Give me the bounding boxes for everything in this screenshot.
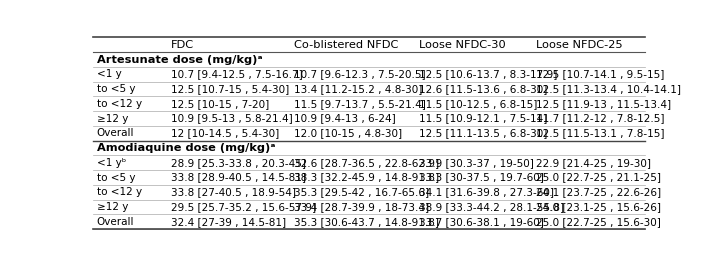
Text: Amodiaquine dose (mg/kg)ᵃ: Amodiaquine dose (mg/kg)ᵃ [96, 143, 275, 153]
Text: 33.7 [30.6-38.1 , 19-60]: 33.7 [30.6-38.1 , 19-60] [419, 217, 544, 227]
Text: to <12 y: to <12 y [96, 187, 142, 197]
Text: 12.5 [11.1-13.5 , 6.8-30]: 12.5 [11.1-13.5 , 6.8-30] [419, 128, 548, 138]
Text: 33.8 [28.9-40.5 , 14.5-81]: 33.8 [28.9-40.5 , 14.5-81] [171, 173, 306, 183]
Text: ≥12 y: ≥12 y [96, 202, 128, 212]
Text: 10.9 [9.5-13 , 5.8-21.4]: 10.9 [9.5-13 , 5.8-21.4] [171, 113, 292, 124]
Text: 34.1 [31.6-39.8 , 27.3-60]: 34.1 [31.6-39.8 , 27.3-60] [419, 187, 554, 197]
Text: ≥12 y: ≥12 y [96, 113, 128, 124]
Text: 33.3 [30-37.5 , 19.7-60]: 33.3 [30-37.5 , 19.7-60] [419, 173, 544, 183]
Text: 11.7 [11.2-12 , 7.8-12.5]: 11.7 [11.2-12 , 7.8-12.5] [536, 113, 665, 124]
Text: Loose NFDC-25: Loose NFDC-25 [536, 40, 623, 50]
Text: 12.5 [11.5-13.1 , 7.8-15]: 12.5 [11.5-13.1 , 7.8-15] [536, 128, 665, 138]
Text: 22.9 [21.4-25 , 19-30]: 22.9 [21.4-25 , 19-30] [536, 158, 652, 168]
Text: 33.8 [27-40.5 , 18.9-54]: 33.8 [27-40.5 , 18.9-54] [171, 187, 296, 197]
Text: to <5 y: to <5 y [96, 84, 135, 94]
Text: 12.6 [11.5-13.6 , 6.8-30]: 12.6 [11.5-13.6 , 6.8-30] [419, 84, 548, 94]
Text: Loose NFDC-30: Loose NFDC-30 [419, 40, 506, 50]
Text: 33.9 [30.3-37 , 19-50]: 33.9 [30.3-37 , 19-50] [419, 158, 534, 168]
Text: 10.9 [9.4-13 , 6-24]: 10.9 [9.4-13 , 6-24] [294, 113, 395, 124]
Text: 24.0 [23.1-25 , 15.6-26]: 24.0 [23.1-25 , 15.6-26] [536, 202, 662, 212]
Text: Overall: Overall [96, 128, 134, 138]
Text: 13.4 [11.2-15.2 , 4.8-30]: 13.4 [11.2-15.2 , 4.8-30] [294, 84, 422, 94]
Text: 12 [10-14.5 , 5.4-30]: 12 [10-14.5 , 5.4-30] [171, 128, 279, 138]
Text: 29.5 [25.7-35.2 , 15.6-57.9]: 29.5 [25.7-35.2 , 15.6-57.9] [171, 202, 316, 212]
Text: 12.5 [11.9-13 , 11.5-13.4]: 12.5 [11.9-13 , 11.5-13.4] [536, 99, 672, 109]
Text: Overall: Overall [96, 217, 134, 227]
Text: 33.4 [28.7-39.9 , 18-73.4]: 33.4 [28.7-39.9 , 18-73.4] [294, 202, 429, 212]
Text: FDC: FDC [171, 40, 194, 50]
Text: 11.5 [10.9-12.1 , 7.5-14]: 11.5 [10.9-12.1 , 7.5-14] [419, 113, 548, 124]
Text: 12.5 [10.7-14.1 , 9.5-15]: 12.5 [10.7-14.1 , 9.5-15] [536, 69, 665, 79]
Text: 35.3 [30.6-43.7 , 14.8-91.8]: 35.3 [30.6-43.7 , 14.8-91.8] [294, 217, 438, 227]
Text: 11.5 [10-12.5 , 6.8-15]: 11.5 [10-12.5 , 6.8-15] [419, 99, 538, 109]
Text: 12.0 [10-15 , 4.8-30]: 12.0 [10-15 , 4.8-30] [294, 128, 402, 138]
Text: to <12 y: to <12 y [96, 99, 142, 109]
Text: 38.9 [33.3-44.2 , 28.1-55.8]: 38.9 [33.3-44.2 , 28.1-55.8] [419, 202, 564, 212]
Text: 35.3 [29.5-42 , 16.7-65.6]: 35.3 [29.5-42 , 16.7-65.6] [294, 187, 429, 197]
Text: to <5 y: to <5 y [96, 173, 135, 183]
Text: <1 yᵇ: <1 yᵇ [96, 158, 126, 168]
Text: 38.3 [32.2-45.9 , 14.8-91.8]: 38.3 [32.2-45.9 , 14.8-91.8] [294, 173, 438, 183]
Text: 28.9 [25.3-33.8 , 20.3-45]: 28.9 [25.3-33.8 , 20.3-45] [171, 158, 306, 168]
Text: 12.5 [11.3-13.4 , 10.4-14.1]: 12.5 [11.3-13.4 , 10.4-14.1] [536, 84, 681, 94]
Text: 25.0 [22.7-25 , 15.6-30]: 25.0 [22.7-25 , 15.6-30] [536, 217, 661, 227]
Text: <1 y: <1 y [96, 69, 122, 79]
Text: 32.6 [28.7-36.5 , 22.8-62.9]: 32.6 [28.7-36.5 , 22.8-62.9] [294, 158, 438, 168]
Text: 10.7 [9.4-12.5 , 7.5-16.7]: 10.7 [9.4-12.5 , 7.5-16.7] [171, 69, 302, 79]
Text: 12.5 [10.6-13.7 , 8.3-17.9]: 12.5 [10.6-13.7 , 8.3-17.9] [419, 69, 557, 79]
Text: Artesunate dose (mg/kg)ᵃ: Artesunate dose (mg/kg)ᵃ [96, 54, 262, 65]
Text: 24.1 [23.7-25 , 22.6-26]: 24.1 [23.7-25 , 22.6-26] [536, 187, 662, 197]
Text: Co-blistered NFDC: Co-blistered NFDC [294, 40, 398, 50]
Text: 12.5 [10.7-15 , 5.4-30]: 12.5 [10.7-15 , 5.4-30] [171, 84, 289, 94]
Text: 10.7 [9.6-12.3 , 7.5-20.5]: 10.7 [9.6-12.3 , 7.5-20.5] [294, 69, 426, 79]
Text: 25.0 [22.7-25 , 21.1-25]: 25.0 [22.7-25 , 21.1-25] [536, 173, 662, 183]
Text: 32.4 [27-39 , 14.5-81]: 32.4 [27-39 , 14.5-81] [171, 217, 286, 227]
Text: 12.5 [10-15 , 7-20]: 12.5 [10-15 , 7-20] [171, 99, 269, 109]
Text: 11.5 [9.7-13.7 , 5.5-21.4]: 11.5 [9.7-13.7 , 5.5-21.4] [294, 99, 426, 109]
